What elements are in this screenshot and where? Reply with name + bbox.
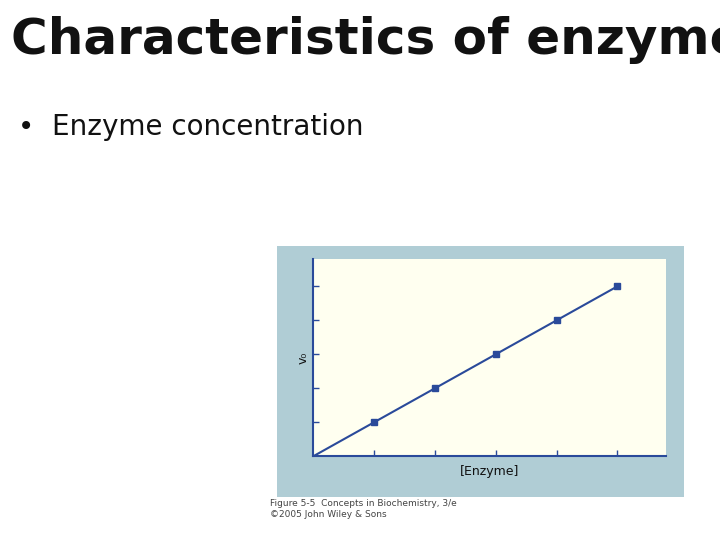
Text: Figure 5-5  Concepts in Biochemistry, 3/e
©2005 John Wiley & Sons: Figure 5-5 Concepts in Biochemistry, 3/e… xyxy=(270,500,456,519)
Text: •  Enzyme concentration: • Enzyme concentration xyxy=(18,113,364,141)
X-axis label: [Enzyme]: [Enzyme] xyxy=(460,465,519,478)
Text: Characteristics of enzyme reactions: Characteristics of enzyme reactions xyxy=(11,16,720,64)
Y-axis label: v₀: v₀ xyxy=(297,352,310,364)
